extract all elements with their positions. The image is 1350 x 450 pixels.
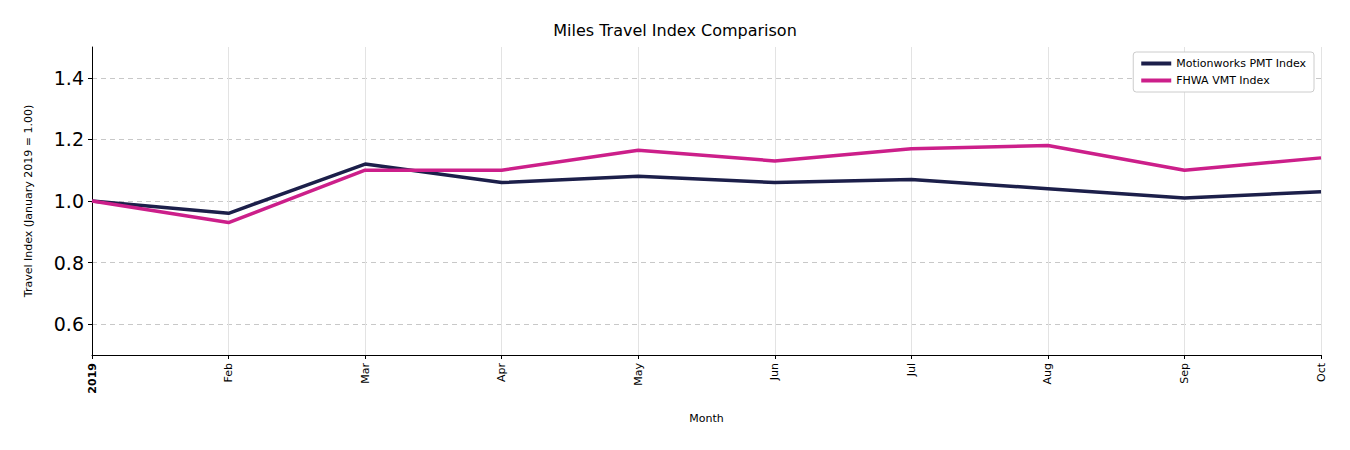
svg-text:Travel Index (January 2019 = 1: Travel Index (January 2019 = 1.00) [22, 105, 35, 298]
svg-text:Mar: Mar [359, 363, 372, 384]
svg-text:0.8: 0.8 [54, 252, 84, 274]
svg-text:Jun: Jun [768, 363, 781, 381]
svg-text:1.0: 1.0 [54, 190, 84, 212]
svg-text:May: May [632, 363, 645, 386]
svg-text:Miles Travel Index Comparison: Miles Travel Index Comparison [553, 21, 797, 40]
svg-text:Oct: Oct [1315, 362, 1328, 382]
svg-text:Feb: Feb [222, 363, 235, 382]
svg-text:Motionworks PMT Index: Motionworks PMT Index [1176, 57, 1306, 70]
svg-text:Month: Month [689, 412, 724, 425]
svg-text:FHWA VMT Index: FHWA VMT Index [1176, 74, 1270, 87]
svg-text:Apr: Apr [495, 363, 508, 383]
svg-text:Jul: Jul [905, 363, 918, 377]
svg-text:1.2: 1.2 [54, 128, 84, 150]
svg-text:2019: 2019 [86, 363, 99, 394]
svg-text:0.6: 0.6 [54, 313, 84, 335]
svg-text:Sep: Sep [1178, 363, 1191, 384]
svg-text:1.4: 1.4 [54, 67, 84, 89]
svg-text:Aug: Aug [1041, 363, 1054, 384]
